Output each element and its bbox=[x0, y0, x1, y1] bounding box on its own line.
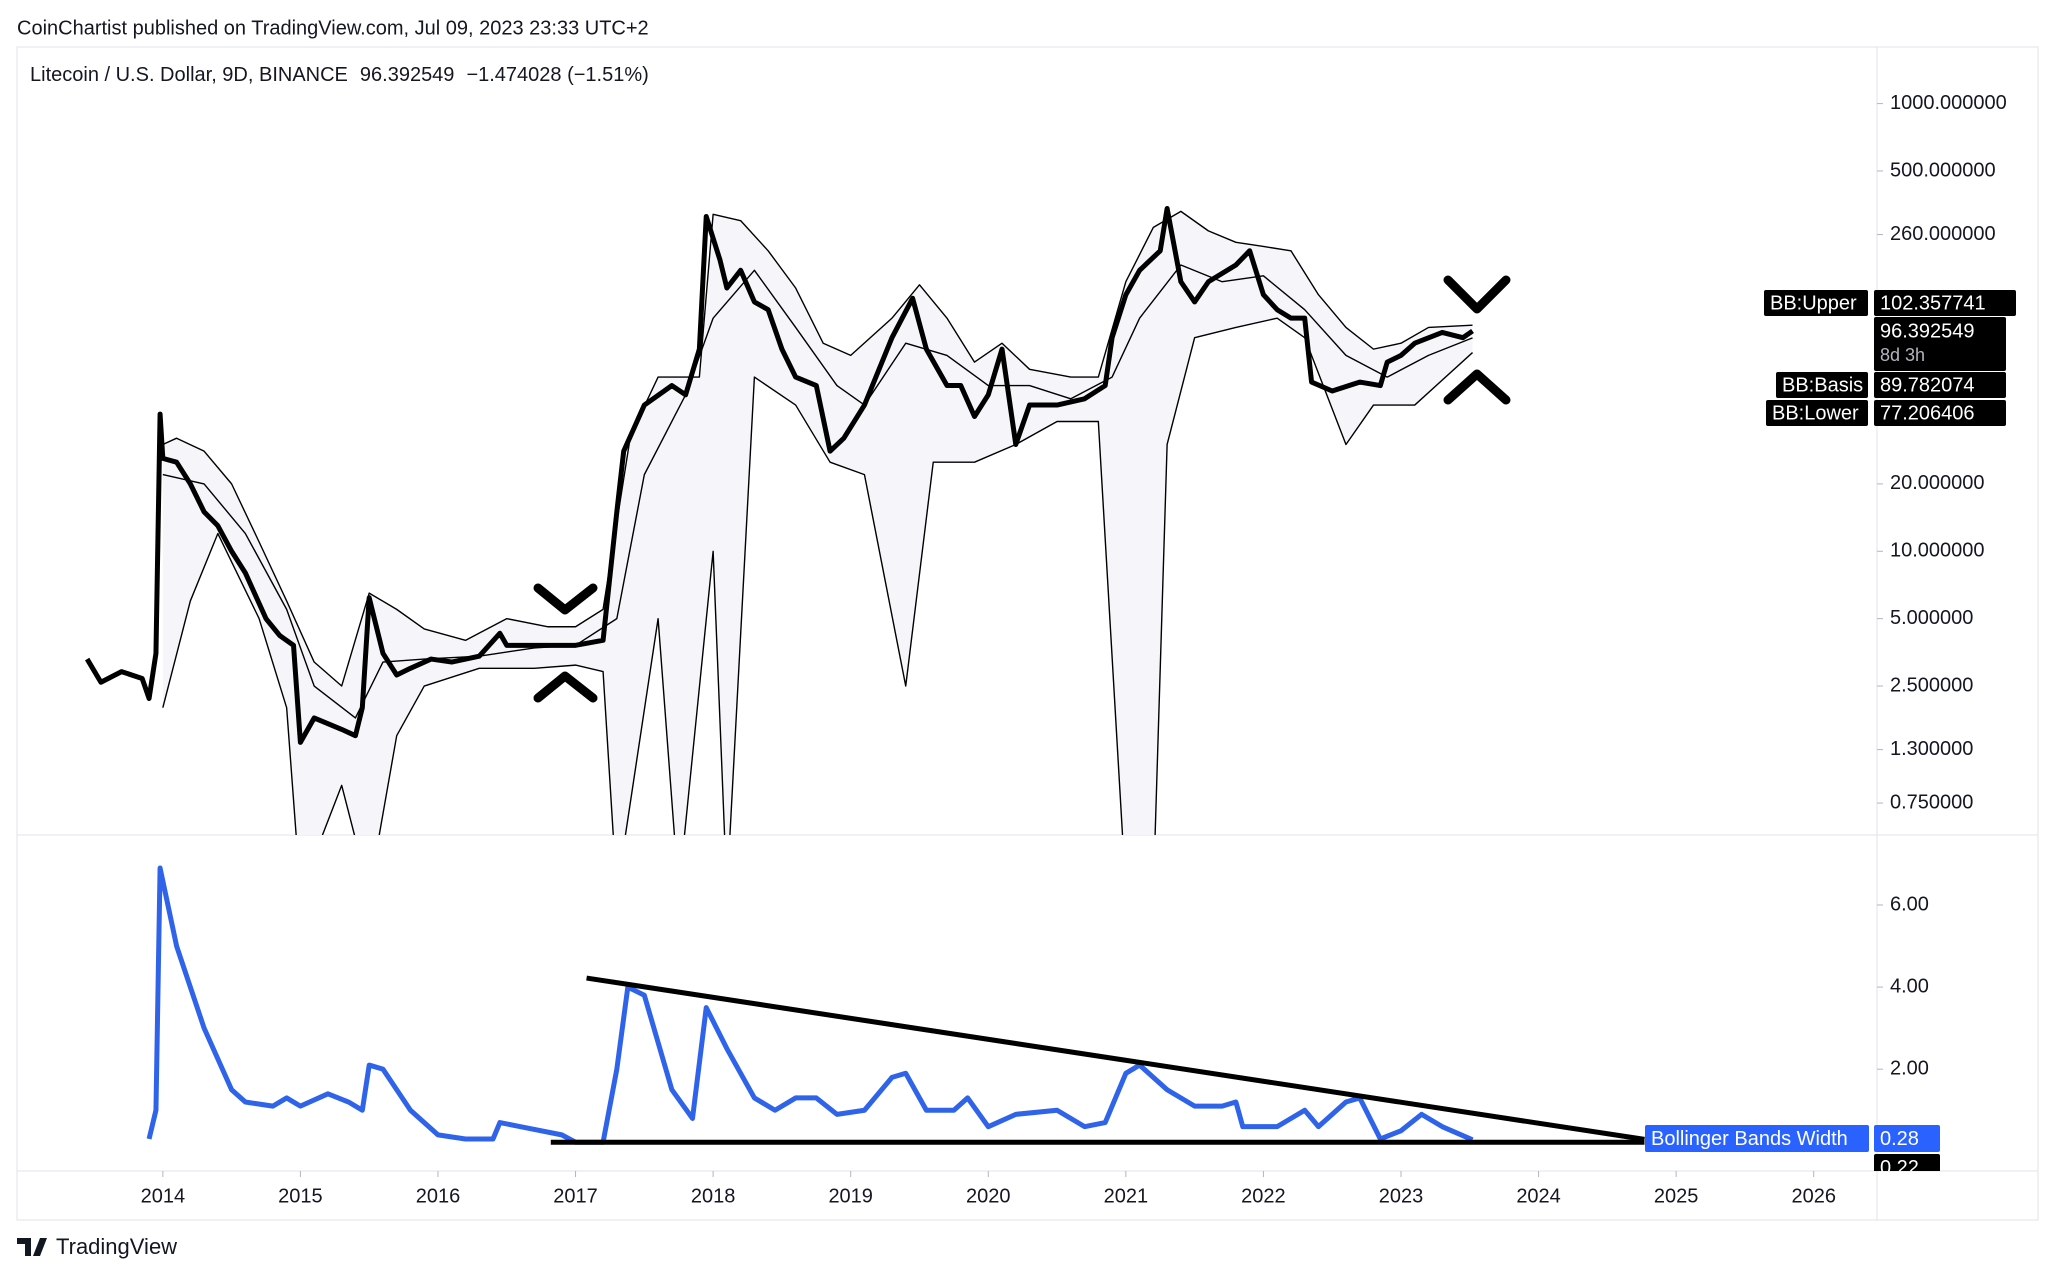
countdown: 8d 3h bbox=[1880, 345, 1925, 365]
x-tick-label: 2025 bbox=[1654, 1185, 1699, 1207]
legend-label-box bbox=[1645, 1125, 1869, 1152]
footer: TradingView bbox=[56, 1234, 177, 1259]
value-label-box bbox=[1874, 400, 2006, 426]
x-tick-label: 2026 bbox=[1791, 1185, 1836, 1207]
x-tick-label: 2016 bbox=[416, 1185, 461, 1207]
legend-label-box bbox=[1766, 400, 1868, 426]
chevron-down bbox=[1443, 275, 1511, 314]
value-label: 96.392549 bbox=[1880, 320, 1975, 342]
trendline bbox=[586, 975, 1645, 1142]
y-tick-label: 260.000000 bbox=[1890, 223, 1996, 245]
price-change: −1.474028 (−1.51%) bbox=[466, 64, 648, 86]
x-tick-label: 2022 bbox=[1241, 1185, 1286, 1207]
legend-label-box bbox=[1776, 372, 1868, 398]
y-tick-label: 4.00 bbox=[1890, 975, 1929, 997]
value-label-box bbox=[1874, 1125, 1940, 1152]
legend-label: BB:Lower bbox=[1772, 402, 1859, 424]
y-tick-label: 0.750000 bbox=[1890, 791, 1973, 813]
band-line bbox=[162, 264, 1473, 719]
y-tick-label: 2.500000 bbox=[1890, 674, 1973, 696]
chevron-up bbox=[1443, 369, 1511, 405]
x-tick-label: 2021 bbox=[1104, 1185, 1149, 1207]
x-tick-label: 2015 bbox=[278, 1185, 323, 1207]
value-label: 102.357741 bbox=[1880, 292, 1986, 314]
x-tick-label: 2020 bbox=[966, 1185, 1011, 1207]
y-tick-label: 1.300000 bbox=[1890, 738, 1973, 760]
price-line bbox=[146, 865, 1474, 1145]
logo bbox=[17, 1238, 47, 1256]
y-tick-label: 5.000000 bbox=[1890, 607, 1973, 629]
y-tick-label: 1000.000000 bbox=[1890, 92, 2007, 114]
x-tick-label: 2023 bbox=[1379, 1185, 1424, 1207]
price-labels: BB:Upper 102.357741 96.392549 8d 3h BB:Basis… bbox=[1645, 290, 2016, 1152]
width-pane bbox=[146, 865, 1474, 1145]
value-label-box bbox=[1874, 317, 2006, 371]
value-label-box bbox=[1874, 372, 2006, 398]
symbol-line: Litecoin / U.S. Dollar, 9D, BINANCE 96.39… bbox=[30, 64, 649, 86]
price-line bbox=[85, 205, 1474, 745]
x-tick-label: 2014 bbox=[141, 1185, 186, 1207]
value-label: 0.28 bbox=[1880, 1128, 1919, 1150]
legend-label: Bollinger Bands Width bbox=[1651, 1128, 1848, 1150]
header: CoinChartist published on TradingView.co… bbox=[17, 17, 649, 39]
y-tick-label: 20.000000 bbox=[1890, 472, 1985, 494]
y-tick-label: 10.000000 bbox=[1890, 540, 1985, 562]
value-label: 77.206406 bbox=[1880, 402, 1975, 424]
price-pane bbox=[85, 205, 1474, 835]
x-tick-label: 2018 bbox=[691, 1185, 736, 1207]
band-line bbox=[162, 317, 1474, 835]
y-tick-label: 6.00 bbox=[1890, 893, 1929, 915]
legend-label: BB:Basis bbox=[1782, 374, 1863, 396]
legend-label-box bbox=[1764, 290, 1868, 316]
value-label-box bbox=[1874, 1154, 1940, 1171]
value-label: 0.22 bbox=[1880, 1157, 1919, 1179]
x-tick-label: 2017 bbox=[553, 1185, 598, 1207]
clipped-label: 0.22 bbox=[1874, 1154, 1940, 1179]
y-tick-label: 500.000000 bbox=[1890, 159, 1996, 181]
chevron-down bbox=[533, 583, 598, 615]
x-tick-label: 2024 bbox=[1516, 1185, 1561, 1207]
y-tick-label: 2.00 bbox=[1890, 1057, 1929, 1079]
chart-title: Litecoin / U.S. Dollar, 9D, BINANCE bbox=[30, 64, 348, 86]
chevrons bbox=[533, 275, 1511, 703]
value-label-box bbox=[1874, 290, 2016, 316]
x-tick-label: 2019 bbox=[828, 1185, 873, 1207]
legend-label: BB:Upper bbox=[1770, 292, 1857, 314]
band-line bbox=[162, 210, 1473, 687]
frame bbox=[16, 46, 2039, 1221]
band-fill bbox=[162, 211, 1473, 835]
value-label: 89.782074 bbox=[1880, 374, 1975, 396]
chevron-up bbox=[533, 671, 598, 703]
last-price: 96.392549 bbox=[360, 64, 455, 86]
